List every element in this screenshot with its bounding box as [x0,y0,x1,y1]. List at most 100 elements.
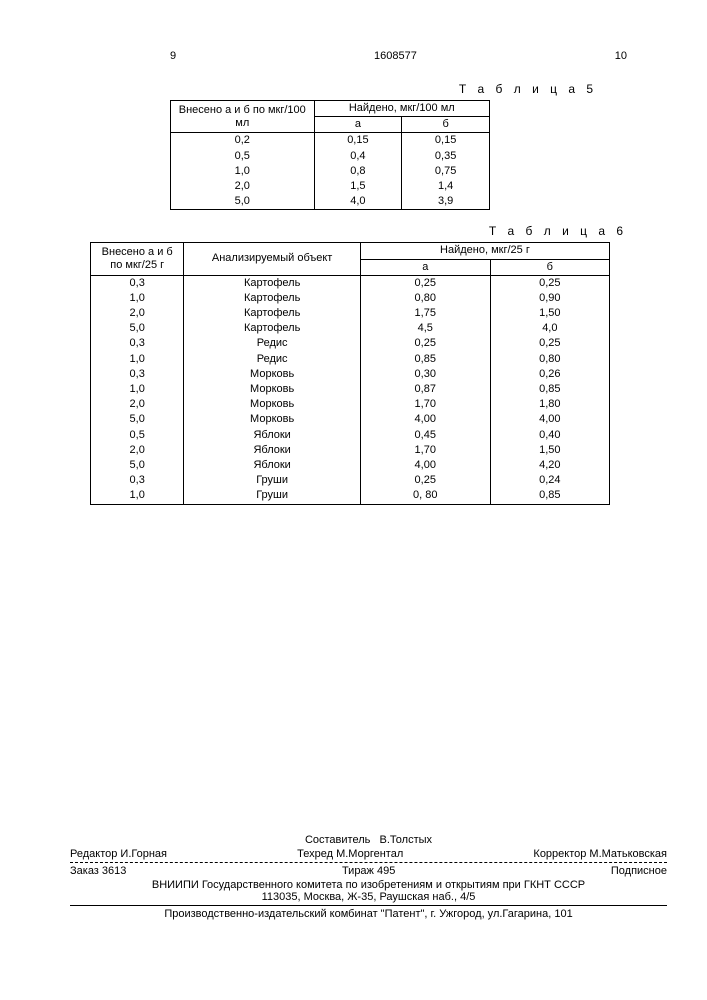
t6-h1: Внесено а и б по мкг/25 г [91,243,184,275]
t6-cell: 0,25 [490,336,609,351]
t6-cell: 2,0 [91,397,184,412]
page-no-right: 10 [615,50,627,62]
t6-cell: 0,80 [490,352,609,367]
t6-cell: 0,30 [360,367,490,382]
t6-cell: 0,25 [360,275,490,291]
t6-cell: Груши [184,488,360,504]
editor: Редактор И.Горная [70,848,167,860]
t6-cell: 0,3 [91,275,184,291]
page-no-left: 9 [170,50,176,62]
t5-cell: 0,2 [171,133,315,149]
t6-cell: Картофель [184,275,360,291]
t6-cell: 4,00 [360,458,490,473]
t6-h2: Анализируемый объект [184,243,360,275]
t6-cell: 2,0 [91,306,184,321]
t6-cell: 1,70 [360,443,490,458]
t6-cell: 4,00 [490,412,609,427]
page-header: 9 1608577 10 [90,50,657,62]
t5-cell: 0,15 [402,133,490,149]
t6-cell: 1,50 [490,306,609,321]
t6-cell: 0,5 [91,428,184,443]
t6-cell: 0,3 [91,336,184,351]
t6-cell: Морковь [184,367,360,382]
t6-cell: 0,80 [360,291,490,306]
sostavitel-lbl: Составитель [305,834,370,846]
t6-cell: 5,0 [91,321,184,336]
t6-cell: 0,3 [91,367,184,382]
t6-cell: 4,20 [490,458,609,473]
t5-cell: 1,4 [402,179,490,194]
vniipi: ВНИИПИ Государственного комитета по изоб… [70,879,667,891]
t6-cell: 1,80 [490,397,609,412]
t6-cell: 0,26 [490,367,609,382]
t5-cell: 0,15 [314,133,402,149]
t6-cell: Картофель [184,321,360,336]
t6-cell: 1,0 [91,291,184,306]
t6-cell: Морковь [184,382,360,397]
t5-h2: Найдено, мкг/100 мл [314,101,489,117]
t6-cell: Морковь [184,412,360,427]
t6-cell: 0,85 [490,488,609,504]
divider2 [70,905,667,906]
divider [70,862,667,863]
t6-cell: Редис [184,352,360,367]
t6-h3b: б [490,259,609,275]
podpisnoe: Подписное [611,865,667,877]
t5-cell: 2,0 [171,179,315,194]
t6-cell: 1,50 [490,443,609,458]
t6-cell: 1,0 [91,488,184,504]
t6-cell: 4,5 [360,321,490,336]
t5-cell: 0,4 [314,149,402,164]
zakaz: Заказ 3613 [70,865,126,877]
t5-cell: 0,35 [402,149,490,164]
t6-cell: 0,85 [360,352,490,367]
t5-cell: 0,5 [171,149,315,164]
t5-cell: 1,0 [171,164,315,179]
tirazh: Тираж 495 [342,865,395,877]
table5-caption: Т а б л и ц а 5 [90,82,597,96]
corrector: Корректор М.Матьковская [533,848,667,860]
table6: Внесено а и б по мкг/25 г Анализируемый … [90,242,610,504]
t5-cell: 0,8 [314,164,402,179]
t5-cell: 1,5 [314,179,402,194]
t6-cell: Картофель [184,306,360,321]
t6-cell: Морковь [184,397,360,412]
t6-cell: 0,45 [360,428,490,443]
t5-h1: Внесено а и б по мкг/100 мл [171,101,315,133]
t6-h3a: а [360,259,490,275]
address1: 113035, Москва, Ж-35, Раушская наб., 4/5 [70,891,667,903]
t6-cell: 5,0 [91,458,184,473]
patent-line: Производственно-издательский комбинат "П… [70,908,667,920]
t6-cell: Груши [184,473,360,488]
t6-cell: 1,75 [360,306,490,321]
t6-cell: 0,40 [490,428,609,443]
t5-cell: 3,9 [402,194,490,210]
t6-cell: 2,0 [91,443,184,458]
t6-cell: Яблоки [184,428,360,443]
t6-cell: 0,25 [490,275,609,291]
t5-cell: 0,75 [402,164,490,179]
t6-cell: Яблоки [184,443,360,458]
t6-h3: Найдено, мкг/25 г [360,243,609,259]
t6-cell: 0,25 [360,336,490,351]
t6-cell: 0,25 [360,473,490,488]
doc-number: 1608577 [374,50,417,62]
t6-cell: Редис [184,336,360,351]
t6-cell: 0,87 [360,382,490,397]
t5-h2a: а [314,117,402,133]
t6-cell: 0, 80 [360,488,490,504]
t6-cell: 1,0 [91,382,184,397]
t6-cell: 0,85 [490,382,609,397]
table6-caption: Т а б л и ц а 6 [90,224,627,238]
t6-cell: 0,3 [91,473,184,488]
t6-cell: Яблоки [184,458,360,473]
sostavitel-name: В.Толстых [380,834,433,846]
t6-cell: 5,0 [91,412,184,427]
t6-cell: Картофель [184,291,360,306]
footer: Составитель В.Толстых Редактор И.Горная … [70,834,667,920]
t6-cell: 4,0 [490,321,609,336]
tehred: Техред М.Моргентал [297,848,403,860]
table5: Внесено а и б по мкг/100 мл Найдено, мкг… [170,100,490,210]
t5-cell: 4,0 [314,194,402,210]
t5-cell: 5,0 [171,194,315,210]
